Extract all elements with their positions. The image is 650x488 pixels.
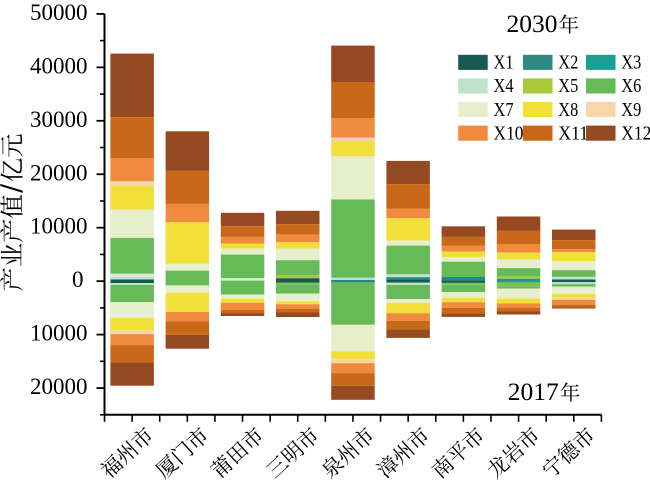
svg-text:X3: X3 [621, 52, 641, 74]
svg-text:40000: 40000 [30, 53, 88, 78]
svg-text:20000: 20000 [30, 160, 88, 185]
svg-text:10000: 10000 [30, 321, 88, 346]
svg-text:2030: 2030 [507, 9, 558, 38]
svg-text:X6: X6 [621, 75, 641, 97]
svg-text:X10: X10 [494, 122, 524, 144]
svg-text:0: 0 [72, 267, 84, 292]
svg-text:X8: X8 [558, 99, 578, 121]
svg-text:X1: X1 [494, 52, 514, 74]
svg-text:X4: X4 [494, 75, 514, 97]
svg-text:X12: X12 [621, 122, 650, 144]
svg-text:X9: X9 [621, 99, 641, 121]
svg-text:X11: X11 [558, 122, 588, 144]
svg-text:2017: 2017 [508, 377, 559, 406]
svg-text:X5: X5 [558, 75, 578, 97]
svg-text:X7: X7 [494, 99, 514, 121]
svg-text:10000: 10000 [30, 214, 88, 239]
svg-text:X2: X2 [558, 52, 578, 74]
svg-text:20000: 20000 [30, 374, 88, 399]
svg-text:30000: 30000 [30, 107, 88, 132]
svg-text:50000: 50000 [30, 0, 88, 25]
